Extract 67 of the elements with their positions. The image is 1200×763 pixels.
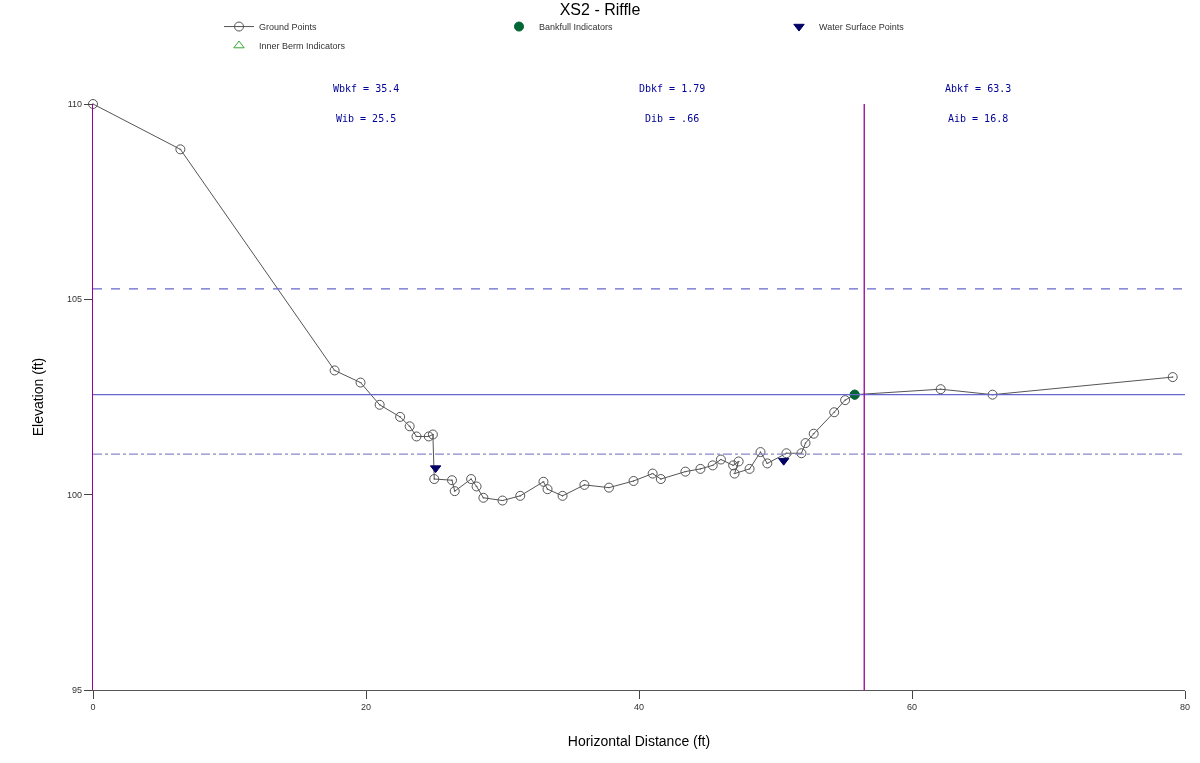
x-tick-label: 40 xyxy=(633,701,645,712)
point xyxy=(1167,372,1178,383)
legend-label: Inner Berm Indicators xyxy=(259,41,346,52)
point xyxy=(374,399,385,410)
point xyxy=(497,495,508,506)
point xyxy=(987,389,998,400)
point xyxy=(447,475,457,486)
legend-label: Bankfull Indicators xyxy=(539,22,614,33)
point xyxy=(404,421,415,432)
point xyxy=(707,460,718,471)
point xyxy=(557,490,568,501)
point xyxy=(466,474,477,485)
point xyxy=(800,438,811,449)
point xyxy=(471,481,482,492)
point xyxy=(796,448,807,459)
point xyxy=(175,144,186,155)
text: Wbkf = 35.4 xyxy=(333,83,400,94)
point xyxy=(829,407,840,418)
y-tick-label: 105 xyxy=(67,294,83,305)
y-axis-title: Elevation (ft) xyxy=(29,357,46,437)
x-tick-label: 80 xyxy=(1179,701,1191,712)
point xyxy=(733,456,744,467)
point xyxy=(781,448,792,459)
point xyxy=(88,99,98,109)
point xyxy=(628,475,639,486)
point xyxy=(411,431,422,442)
point xyxy=(680,466,691,477)
point xyxy=(647,468,658,479)
point xyxy=(449,486,460,497)
point xyxy=(423,431,434,442)
point xyxy=(840,395,851,406)
annotation: Dib = .66 xyxy=(645,113,700,124)
x-tick-label: 0 xyxy=(90,701,96,712)
legend-label: Water Surface Points xyxy=(819,22,905,33)
point xyxy=(395,411,406,422)
annotation: Wib = 25.5 xyxy=(336,113,397,124)
y-tick-label: 110 xyxy=(67,99,83,110)
point xyxy=(744,463,755,474)
annotation: Aib = 16.8 xyxy=(948,113,1009,124)
text: Abkf = 63.3 xyxy=(945,83,1012,94)
x-axis-title: Horizontal Distance (ft) xyxy=(567,733,711,750)
y-tick-label: 100 xyxy=(67,489,83,500)
point xyxy=(935,384,946,395)
point xyxy=(429,474,440,485)
point xyxy=(603,482,614,493)
point xyxy=(695,463,706,474)
point xyxy=(729,468,740,479)
point xyxy=(579,479,590,490)
point xyxy=(715,454,726,465)
point xyxy=(478,492,489,503)
point xyxy=(329,365,340,376)
point xyxy=(808,428,819,439)
point xyxy=(542,484,553,495)
point xyxy=(655,474,666,485)
point xyxy=(538,476,549,487)
y-tick-label: 95 xyxy=(72,685,83,696)
point xyxy=(762,458,773,469)
point xyxy=(515,490,526,501)
x-tick-label: 20 xyxy=(360,701,372,712)
chart-title: XS2 - Riffle xyxy=(559,1,641,19)
x-tick-label: 60 xyxy=(906,701,918,712)
point xyxy=(728,460,739,471)
point xyxy=(755,447,766,458)
point xyxy=(355,377,366,388)
text: Dbkf = 1.79 xyxy=(639,83,706,94)
point xyxy=(427,429,438,440)
legend-label: Ground Points xyxy=(259,22,318,33)
